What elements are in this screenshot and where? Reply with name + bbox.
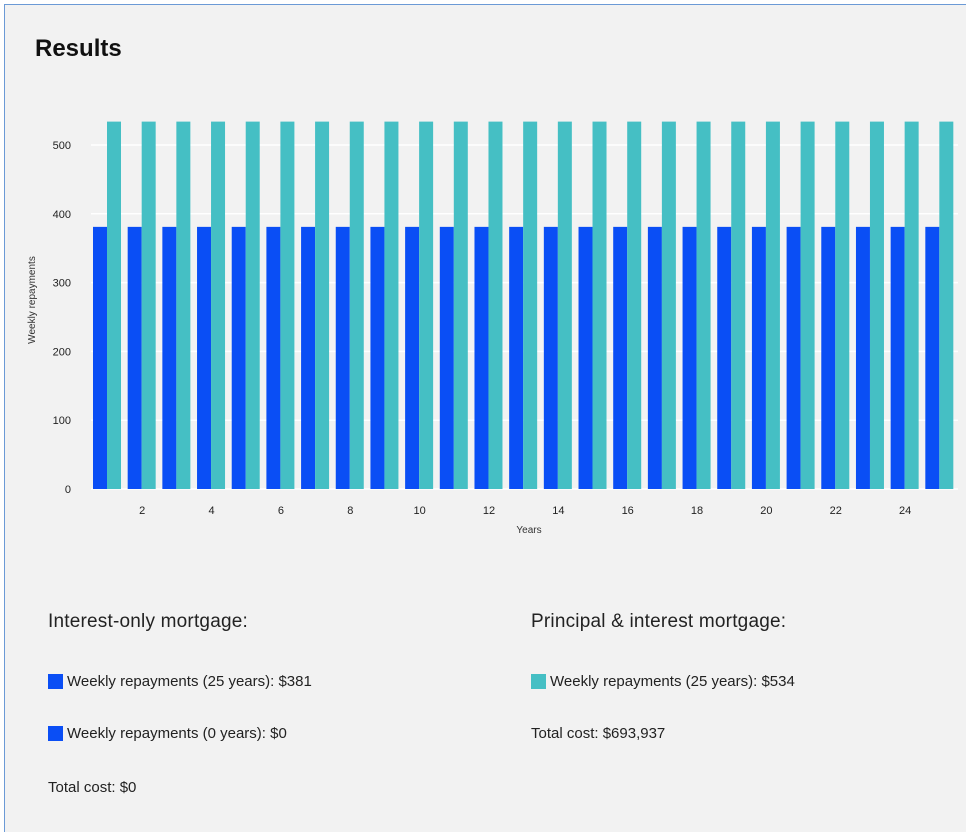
bar-interest-only: [890, 226, 905, 489]
bar-interest-only: [93, 226, 107, 489]
bar-interest-only: [855, 226, 870, 489]
bar-principal-interest: [141, 121, 156, 489]
bar-principal-interest: [384, 121, 399, 489]
bar-interest-only: [439, 226, 454, 489]
bar-principal-interest: [939, 121, 954, 489]
bar-principal-interest: [661, 121, 676, 489]
bar-interest-only: [266, 226, 281, 489]
x-tick-label: 18: [691, 505, 703, 517]
x-tick-label: 12: [483, 505, 495, 517]
bar-interest-only: [370, 226, 385, 489]
bar-principal-interest: [211, 121, 226, 489]
bar-interest-only: [578, 226, 593, 489]
principal-interest-total-cost: Total cost: $693,937: [531, 725, 666, 742]
y-axis-label: Weekly repayments: [27, 256, 38, 344]
chart-bars: [93, 121, 954, 489]
interest-only-weekly-0y: Weekly repayments (0 years): $0: [67, 725, 287, 742]
bar-principal-interest: [557, 121, 572, 489]
x-axis-label: Years: [516, 525, 541, 536]
y-tick-label: 300: [53, 278, 71, 290]
bar-interest-only: [682, 226, 697, 489]
bar-principal-interest: [488, 121, 503, 489]
bar-interest-only: [509, 226, 524, 489]
bar-principal-interest: [696, 121, 711, 489]
bar-principal-interest: [176, 121, 191, 489]
bar-principal-interest: [453, 121, 468, 489]
bar-interest-only: [786, 226, 801, 489]
bar-principal-interest: [869, 121, 884, 489]
page-title: Results: [35, 35, 122, 62]
principal-interest-swatch: [531, 674, 546, 689]
bar-interest-only: [647, 226, 662, 489]
bar-interest-only: [127, 226, 142, 489]
interest-only-legend-item-2: Weekly repayments (0 years): $0: [48, 725, 287, 742]
bar-interest-only: [301, 226, 316, 489]
x-tick-label: 8: [347, 505, 353, 517]
bar-interest-only: [197, 226, 212, 489]
x-tick-label: 16: [622, 505, 634, 517]
principal-interest-legend-item-1: Weekly repayments (25 years): $534: [531, 673, 795, 690]
bar-principal-interest: [765, 121, 780, 489]
interest-only-weekly-25y: Weekly repayments (25 years): $381: [67, 673, 312, 690]
bar-principal-interest: [835, 121, 850, 489]
bar-principal-interest: [280, 121, 295, 489]
bar-interest-only: [543, 226, 558, 489]
y-tick-label: 100: [53, 415, 71, 427]
x-tick-label: 10: [413, 505, 425, 517]
bar-principal-interest: [107, 121, 121, 489]
bar-interest-only: [162, 226, 177, 489]
bar-principal-interest: [419, 121, 434, 489]
y-tick-label: 0: [65, 484, 71, 496]
x-tick-label: 4: [208, 505, 214, 517]
y-tick-label: 400: [53, 209, 71, 221]
y-axis-ticks: 0 100 200 300 400 500: [53, 140, 71, 496]
x-tick-label: 6: [278, 505, 284, 517]
bar-interest-only: [751, 226, 766, 489]
bar-interest-only: [474, 226, 489, 489]
bar-principal-interest: [731, 121, 746, 489]
interest-only-swatch: [48, 674, 63, 689]
bar-interest-only: [335, 226, 350, 489]
x-tick-label: 2: [139, 505, 145, 517]
principal-interest-heading: Principal & interest mortgage:: [531, 611, 787, 632]
x-tick-label: 22: [830, 505, 842, 517]
interest-only-heading: Interest-only mortgage:: [48, 611, 248, 632]
results-panel: Results 0 100 200 300 400 500 2 4 6 8 10 12 14 16 18 2…: [4, 4, 966, 832]
x-axis-ticks: 2 4 6 8 10 12 14 16 18 20 22 24: [139, 505, 911, 517]
bar-principal-interest: [523, 121, 538, 489]
bar-interest-only: [613, 226, 628, 489]
x-tick-label: 24: [899, 505, 911, 517]
interest-only-total-cost: Total cost: $0: [48, 779, 137, 796]
x-tick-label: 14: [552, 505, 564, 517]
bar-principal-interest: [800, 121, 815, 489]
principal-interest-weekly-25y: Weekly repayments (25 years): $534: [550, 673, 795, 690]
bar-interest-only: [405, 226, 420, 489]
bar-interest-only: [925, 226, 940, 489]
y-tick-label: 500: [53, 140, 71, 152]
bar-interest-only: [717, 226, 732, 489]
bar-principal-interest: [904, 121, 919, 489]
x-tick-label: 20: [760, 505, 772, 517]
bar-principal-interest: [627, 121, 642, 489]
y-tick-label: 200: [53, 346, 71, 358]
interest-only-swatch: [48, 726, 63, 741]
interest-only-legend-item-1: Weekly repayments (25 years): $381: [48, 673, 312, 690]
bar-principal-interest: [592, 121, 607, 489]
bar-interest-only: [231, 226, 246, 489]
bar-principal-interest: [315, 121, 330, 489]
bar-interest-only: [821, 226, 836, 489]
bar-principal-interest: [245, 121, 260, 489]
bar-principal-interest: [349, 121, 364, 489]
